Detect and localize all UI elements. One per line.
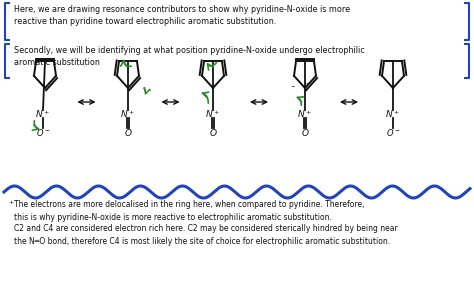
- Text: $O$: $O$: [301, 128, 310, 138]
- Text: $^-$: $^-$: [289, 83, 296, 92]
- Text: +: +: [8, 200, 13, 205]
- Text: Secondly, we will be identifying at what position pyridine-N-oxide undergo elect: Secondly, we will be identifying at what…: [14, 46, 365, 67]
- Text: $O$: $O$: [124, 128, 132, 138]
- Text: $N^+$: $N^+$: [36, 108, 51, 120]
- Text: $N^+$: $N^+$: [120, 108, 136, 120]
- Text: $^-$: $^-$: [304, 80, 312, 88]
- Text: $O$: $O$: [209, 128, 218, 138]
- Text: C2 and C4 are considered electron rich here. C2 may be considered sterically hin: C2 and C4 are considered electron rich h…: [14, 224, 398, 245]
- Text: $N^+$: $N^+$: [205, 108, 220, 120]
- Text: $N^+$: $N^+$: [385, 108, 401, 120]
- Text: $^-$: $^-$: [218, 49, 225, 58]
- Text: $O^-$: $O^-$: [36, 128, 50, 138]
- Text: The electrons are more delocalised in the ring here, when compared to pyridine. : The electrons are more delocalised in th…: [14, 200, 365, 221]
- Text: $O^-$: $O^-$: [386, 128, 401, 138]
- Text: $N^+$: $N^+$: [297, 108, 313, 120]
- Text: Here, we are drawing resonance contributors to show why pyridine-N-oxide is more: Here, we are drawing resonance contribut…: [14, 5, 350, 26]
- Text: $^-$: $^-$: [145, 87, 152, 96]
